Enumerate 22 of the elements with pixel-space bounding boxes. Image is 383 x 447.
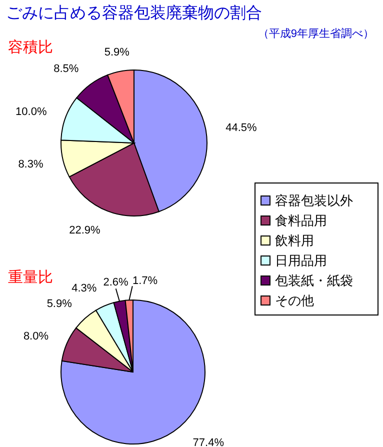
chart-title: ごみに占める容器包装廃棄物の割合: [6, 4, 262, 22]
legend-label: 包装紙・紙袋: [275, 273, 353, 288]
legend-label: その他: [275, 293, 314, 308]
legend-label: 飲料用: [275, 233, 314, 248]
legend-label: 食料品用: [275, 213, 327, 228]
data-label: 5.9%: [104, 46, 130, 59]
data-label: 2.6%: [103, 276, 128, 289]
chart-subtitle: （平成9年厚生省調べ）: [258, 27, 374, 40]
legend-label: 日用品用: [275, 253, 327, 268]
data-label: 22.9%: [69, 224, 101, 237]
data-label: 8.3%: [18, 158, 44, 170]
data-label: 4.3%: [72, 282, 97, 294]
text: 容積比: [8, 39, 53, 56]
chart-title: 重量比: [8, 269, 53, 286]
data-label: 8.5%: [54, 63, 79, 76]
data-label: 1.7%: [132, 275, 158, 288]
data-label: 44.5%: [226, 122, 257, 134]
data-label: 8.0%: [23, 330, 49, 343]
data-label: 77.4%: [192, 436, 224, 447]
data-label: 5.9%: [46, 298, 72, 310]
legend-label: 容器包装以外: [275, 193, 353, 208]
data-label: 10.0%: [16, 106, 47, 118]
